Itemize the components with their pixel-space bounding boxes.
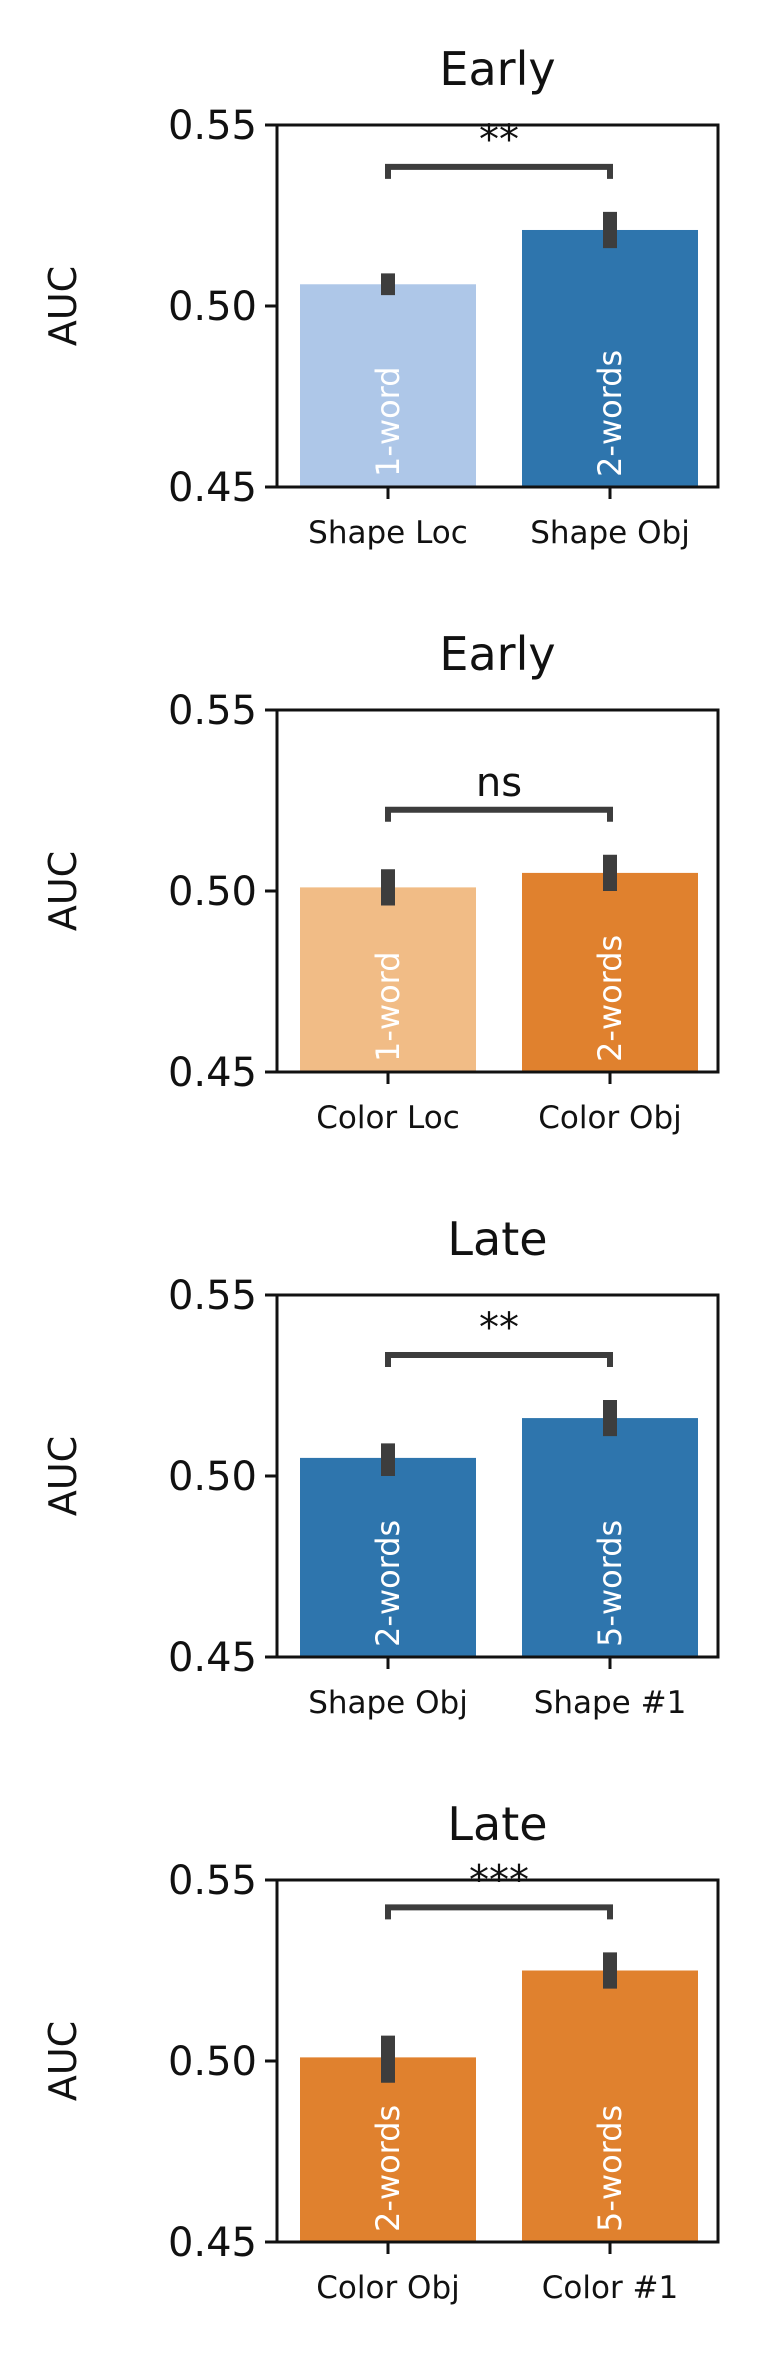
y-tick-label: 0.45 <box>168 1050 257 1096</box>
axes-frame <box>275 1878 720 2244</box>
y-tick-label: 0.45 <box>168 465 257 511</box>
chart-title: Late <box>447 1212 547 1266</box>
bar <box>522 1418 698 1657</box>
bar-label: 5-words <box>591 2105 629 2232</box>
x-tick-label: Color #1 <box>542 2270 679 2306</box>
bar-label: 1-word <box>369 366 407 477</box>
x-tick-label: Shape #1 <box>534 1685 687 1721</box>
x-tick-label: Color Loc <box>316 1100 460 1136</box>
y-tick-label: 0.55 <box>168 1273 257 1319</box>
x-tick-label: Shape Loc <box>308 515 468 551</box>
x-tick-label: Color Obj <box>316 2270 459 2306</box>
bar-label: 5-words <box>591 1520 629 1647</box>
chart-panel-2: Early AUC 0.45 0.50 0.55 1-word Color Loc 2-wor… <box>41 627 720 1136</box>
bar <box>522 229 698 488</box>
chart-panel-3: Late AUC 0.45 0.50 0.55 2-words Shape Obj 5-wor… <box>41 1212 720 1721</box>
chart-title: Early <box>439 42 555 96</box>
y-tick-label: 0.45 <box>168 1635 257 1681</box>
significance-bracket <box>385 1351 613 1367</box>
y-tick-label: 0.55 <box>168 1858 257 1904</box>
y-tick-label: 0.55 <box>168 103 257 149</box>
chart-title: Late <box>447 1797 547 1851</box>
significance-label: ** <box>479 1305 519 1351</box>
axes-frame <box>275 123 720 489</box>
bar-label: 2-words <box>369 1520 407 1647</box>
axes-frame <box>275 708 720 1074</box>
bar <box>300 887 476 1072</box>
bar <box>300 284 476 487</box>
bar-label: 2-words <box>591 935 629 1062</box>
bar <box>300 2057 476 2242</box>
y-axis-label: AUC <box>41 851 85 931</box>
axes-frame <box>275 1293 720 1659</box>
bar <box>522 1970 698 2242</box>
significance-label: ns <box>476 760 522 806</box>
y-tick-label: 0.50 <box>168 1454 257 1500</box>
bar-label: 1-word <box>369 951 407 1062</box>
y-axis-label: AUC <box>41 266 85 346</box>
significance-bracket <box>385 1904 613 1920</box>
chart-title: Early <box>439 627 555 681</box>
y-axis-label: AUC <box>41 1436 85 1516</box>
bar <box>522 872 698 1072</box>
significance-bracket <box>385 163 613 179</box>
chart-panel-4: Late AUC 0.45 0.50 0.55 2-words Color Obj 5-wor… <box>41 1797 720 2306</box>
y-tick-label: 0.50 <box>168 284 257 330</box>
y-tick-label: 0.45 <box>168 2220 257 2266</box>
y-tick-label: 0.55 <box>168 688 257 734</box>
bar-label: 2-words <box>369 2105 407 2232</box>
bar <box>300 1457 476 1657</box>
significance-bracket <box>385 806 613 822</box>
y-axis-label: AUC <box>41 2021 85 2101</box>
y-tick-label: 0.50 <box>168 2039 257 2085</box>
x-tick-label: Shape Obj <box>530 515 690 551</box>
x-tick-label: Color Obj <box>538 1100 681 1136</box>
x-tick-label: Shape Obj <box>308 1685 468 1721</box>
bar-label: 2-words <box>591 350 629 477</box>
chart-panel-1: Early AUC 0.45 0.50 0.55 1-word Shape Loc 2-wor… <box>41 42 720 551</box>
y-tick-label: 0.50 <box>168 869 257 915</box>
